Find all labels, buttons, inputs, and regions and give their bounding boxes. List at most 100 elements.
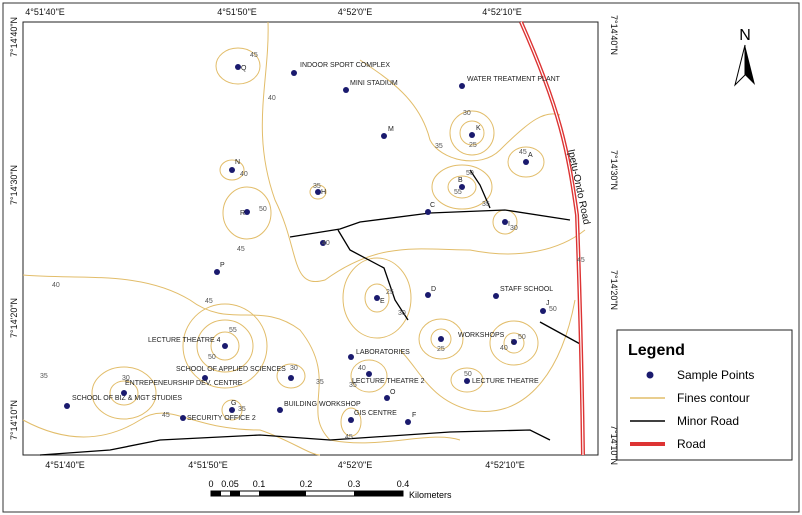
point-label: WATER TREATMENT PLANT (467, 76, 561, 83)
sample-point (511, 339, 517, 345)
contour-label: 40 (240, 171, 248, 178)
longitude-label: 4°51'50"E (188, 460, 228, 470)
sample-point (244, 209, 250, 215)
contour-label: 30 (398, 310, 406, 317)
sample-point (493, 293, 499, 299)
contour-label: 30 (510, 225, 518, 232)
contour-label: 40 (52, 282, 60, 289)
sample-point (229, 407, 235, 413)
sample-point (459, 83, 465, 89)
point-label: INDOOR SPORT COMPLEX (300, 62, 390, 69)
sample-point (291, 70, 297, 76)
latitude-label: 7°14'10"N (609, 425, 619, 465)
legend-item: Road (677, 437, 706, 451)
sample-point (381, 133, 387, 139)
sample-point (64, 403, 70, 409)
scale-unit: Kilometers (409, 490, 452, 500)
point-label: O (390, 389, 396, 396)
point-label: E (380, 298, 385, 305)
contour-label: 50 (208, 354, 216, 361)
sample-point (202, 375, 208, 381)
point-label: M (388, 126, 394, 133)
contour-label: 35 (40, 373, 48, 380)
contour-label: 50 (549, 306, 557, 313)
contour-label: 45 (205, 298, 213, 305)
sample-point (121, 390, 127, 396)
longitude-label: 4°51'40"E (25, 7, 65, 17)
contour-label: 45 (250, 52, 258, 59)
contour-label: 35 (435, 143, 443, 150)
north-arrow: N (734, 27, 755, 87)
point-label: J (546, 300, 550, 307)
sample-point (540, 308, 546, 314)
point-label: A (528, 152, 533, 159)
contour-label: 30 (122, 375, 130, 382)
point-label: LABORATORIES (356, 349, 410, 356)
sample-point (374, 295, 380, 301)
point-label: I (508, 221, 510, 228)
sample-point (343, 87, 349, 93)
scale-tick: 0.3 (348, 479, 361, 489)
sample-point (502, 219, 508, 225)
sample-point (438, 336, 444, 342)
contour-label: 45 (345, 434, 353, 441)
sample-point (235, 64, 241, 70)
legend-item: Minor Road (677, 414, 739, 428)
north-label: N (739, 27, 751, 44)
point-label: P (220, 262, 225, 269)
sample-point (320, 240, 326, 246)
sample-point (348, 417, 354, 423)
contour-label: 50 (518, 334, 526, 341)
latitude-label: 7°14'10"N (9, 400, 19, 440)
point-label: SCHOOL OF BIZ & MGT STUDIES (72, 395, 182, 402)
latitude-label: 7°14'30"N (9, 165, 19, 205)
sample-point (277, 407, 283, 413)
point-label: ENTREPENEURSHIP DEV. CENTRE (125, 380, 243, 387)
latitude-label: 7°14'20"N (609, 270, 619, 310)
contour-label: 45 (162, 412, 170, 419)
sample-point (469, 132, 475, 138)
main-road (519, 21, 585, 456)
longitude-label: 4°52'10"E (482, 7, 522, 17)
contour-label: 35 (238, 406, 246, 413)
contour-label: 50 (466, 170, 474, 177)
sample-point (405, 419, 411, 425)
scale-tick: 0.05 (221, 479, 239, 489)
contour-label: 50 (464, 371, 472, 378)
longitude-label: 4°52'0"E (338, 460, 373, 470)
point-label: C (430, 202, 435, 209)
contour-label: 25 (386, 289, 394, 296)
point-label: D (431, 286, 436, 293)
sample-point (366, 371, 372, 377)
longitude-label: 4°51'40"E (45, 460, 85, 470)
point-label: SECURITY OFFICE 2 (187, 415, 256, 422)
sample-point (348, 354, 354, 360)
point-label: L (511, 339, 515, 346)
sample-point (459, 184, 465, 190)
point-label: GIS CENTRE (354, 410, 397, 417)
scale-tick: 0 (208, 479, 213, 489)
legend-title: Legend (628, 342, 685, 359)
point-label: SCHOOL OF APPLIED SCIENCES (176, 366, 286, 373)
contour-label: 40 (358, 365, 366, 372)
point-label: STAFF SCHOOL (500, 286, 553, 293)
contours (22, 21, 586, 456)
point-label: MINI STADIUM (350, 80, 398, 87)
sample-point (464, 378, 470, 384)
longitude-label: 4°52'0"E (338, 7, 373, 17)
point-label: R (240, 210, 245, 217)
contour-label: 35 (316, 379, 324, 386)
contour-label: 50 (259, 206, 267, 213)
legend-item: Fines contour (677, 391, 750, 405)
point-label: LECTURE THEATRE 4 (148, 337, 221, 344)
contour-label: 30 (463, 110, 471, 117)
sample-point (288, 375, 294, 381)
sample-point (425, 209, 431, 215)
point-label: H (321, 189, 326, 196)
contour-label: 40 (268, 95, 276, 102)
point-label: G (231, 400, 236, 407)
point-label: Q (241, 65, 247, 72)
latitude-label: 7°14'40"N (9, 17, 19, 57)
point-label: WORKSHOPS (458, 332, 505, 339)
